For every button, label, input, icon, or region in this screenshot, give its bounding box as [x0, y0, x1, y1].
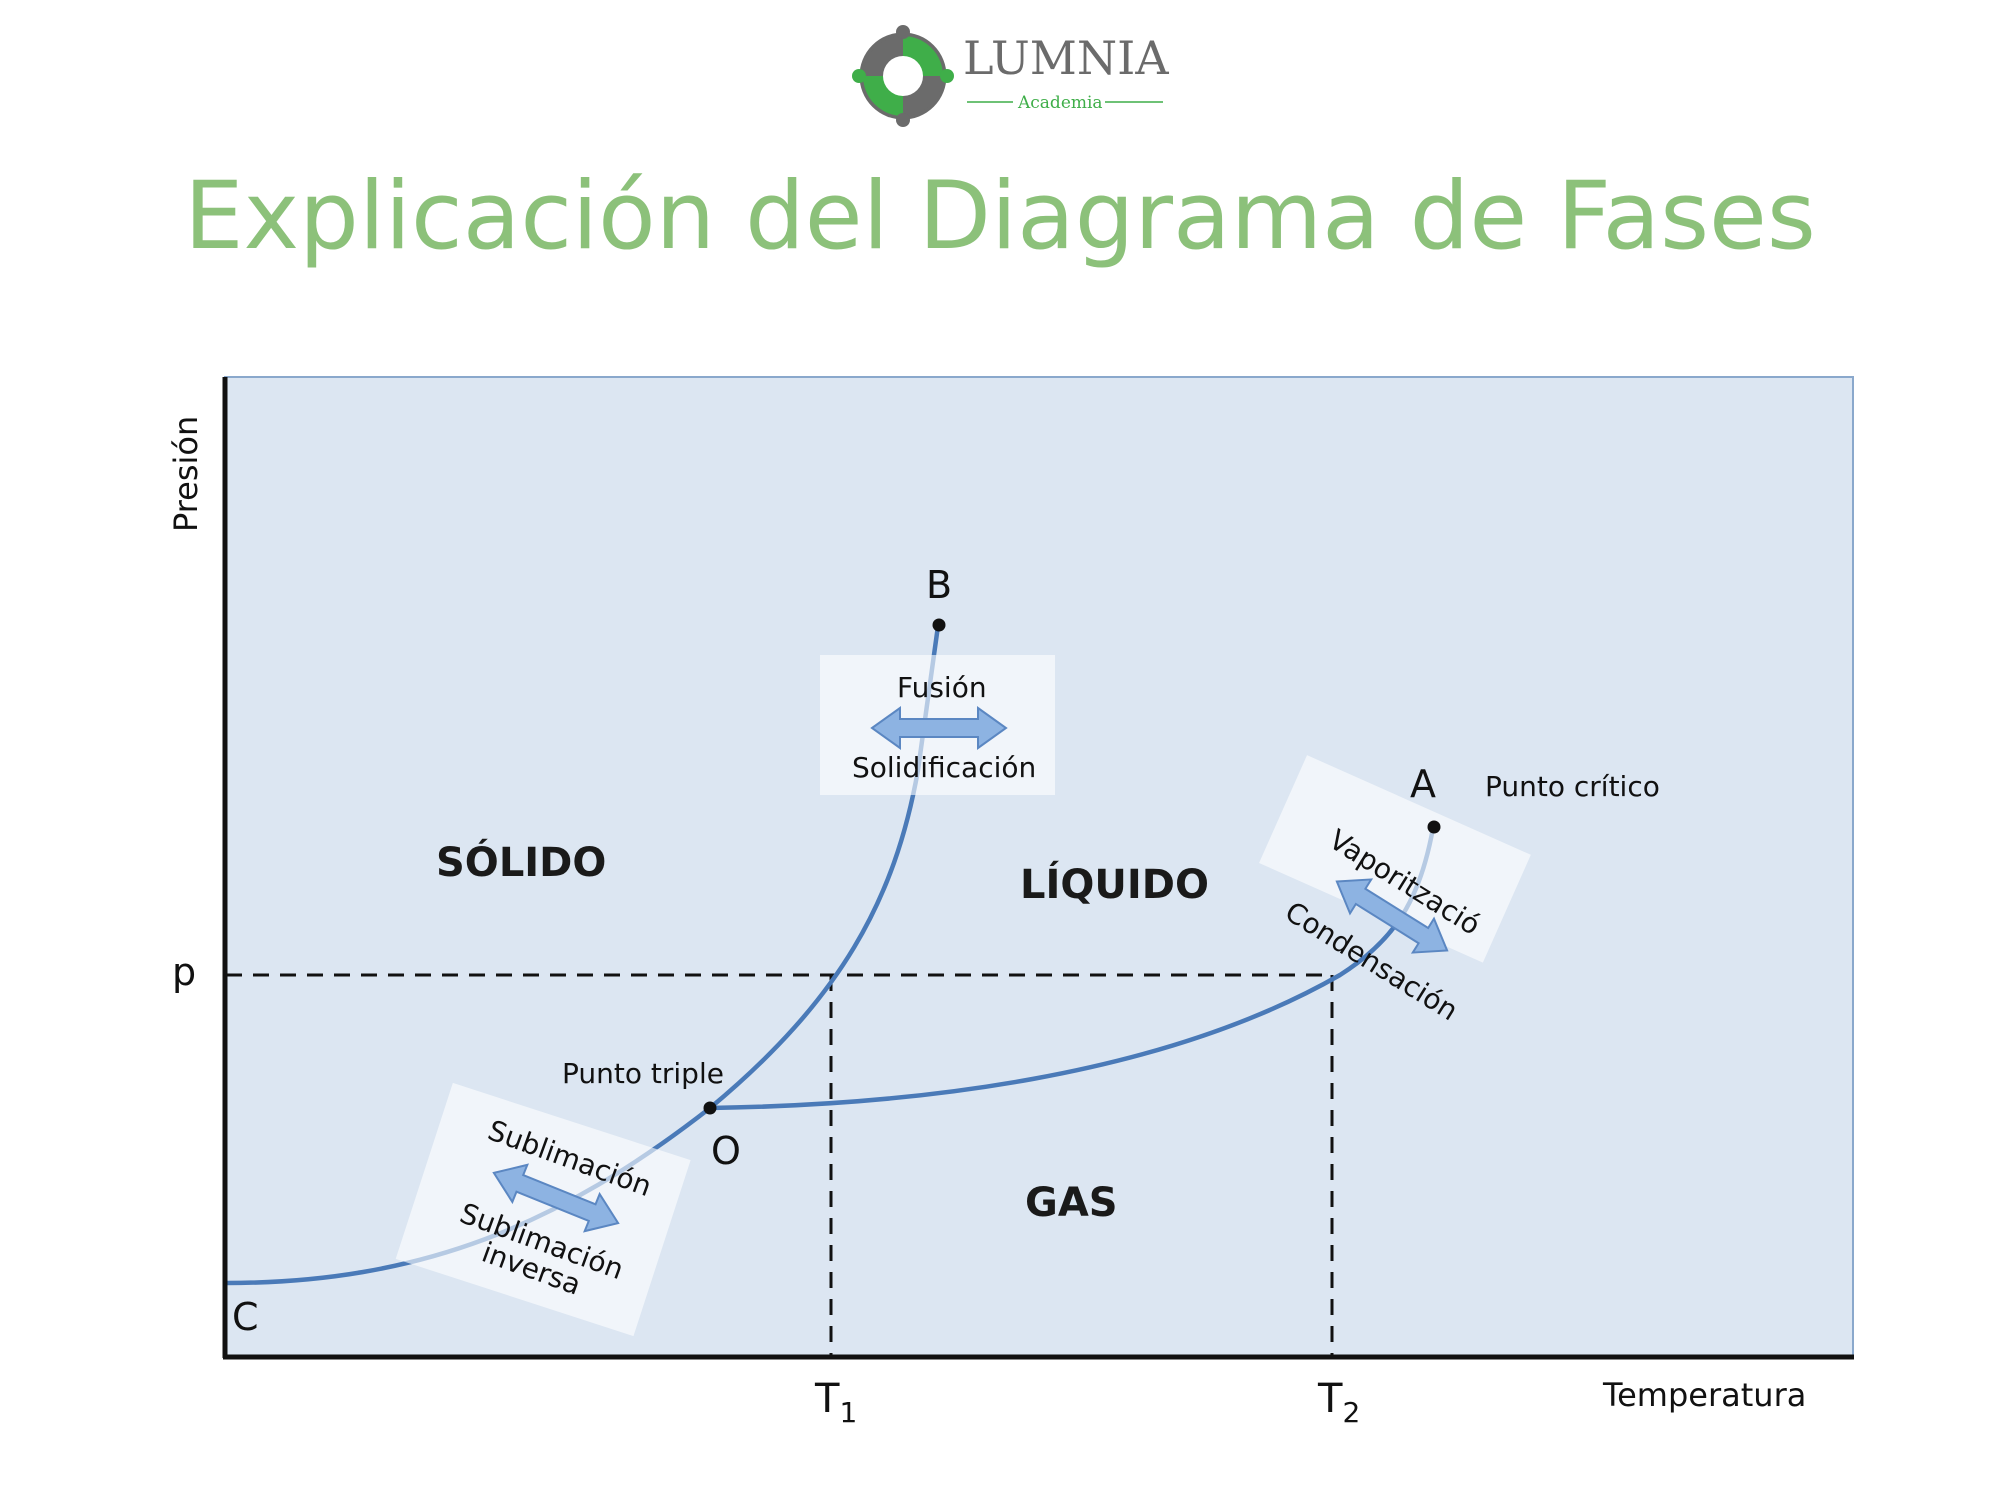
logo-tagline: Academia [1017, 93, 1103, 113]
vaporization-arrow-icon [1335, 878, 1449, 954]
axes [222, 377, 1854, 1360]
vaporization-panel [1259, 755, 1531, 963]
sublimation-panel [395, 1082, 691, 1337]
critical-point-label: Punto crítico [1485, 770, 1660, 803]
solidification-label: Solidificación [852, 751, 1036, 784]
page-title: Explicación del Diagrama de Fases [184, 162, 1816, 271]
sublimation-arrow-icon [492, 1163, 620, 1233]
point-a-label: A [1410, 762, 1436, 806]
point-b-label: B [926, 563, 952, 607]
guide-lines [226, 973, 1334, 1356]
solid-region-label: SÓLIDO [436, 838, 606, 886]
fusion-curve [707, 623, 941, 1111]
t2-tick-label: T2 [1317, 1376, 1360, 1429]
lumnia-logo: LUMNIA Academia [852, 25, 1169, 127]
pressure-tick-label: p [172, 950, 196, 994]
point-o-marker [703, 1101, 717, 1115]
point-c-label: C [232, 1295, 259, 1339]
logo-emblem-icon [852, 25, 954, 127]
liquid-region-label: LÍQUIDO [1020, 860, 1209, 908]
fusion-label: Fusión [897, 671, 987, 704]
fusion-arrow-icon [870, 706, 1008, 750]
t1-tick-label: T1 [814, 1376, 857, 1429]
x-axis-label: Temperatura [1602, 1376, 1806, 1414]
point-b-marker [932, 618, 946, 632]
logo-name: LUMNIA [963, 31, 1169, 85]
point-a-marker [1427, 820, 1441, 834]
triple-point-label: Punto triple [562, 1057, 724, 1090]
point-o-label: O [711, 1129, 741, 1173]
y-axis-label: Presión [167, 416, 205, 532]
gas-region-label: GAS [1025, 1180, 1118, 1226]
